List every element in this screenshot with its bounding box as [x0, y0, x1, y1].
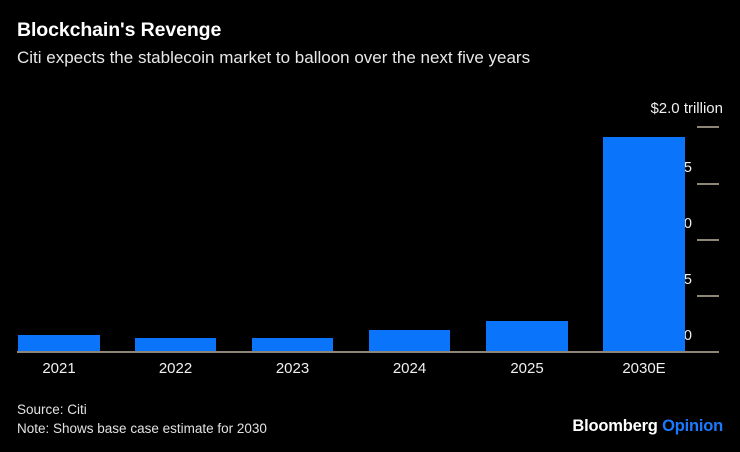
bloomberg-opinion-logo: Bloomberg Opinion [572, 417, 723, 436]
y-tick-mark-1-5 [697, 183, 719, 185]
note-text: Note: Shows base case estimate for 2030 [17, 420, 267, 436]
y-tick-mark-0-5 [697, 295, 719, 297]
y-tick-label-0: 0 [683, 328, 692, 344]
footer-notes: Source: Citi Note: Shows base case estim… [17, 401, 267, 438]
bar-2021[interactable] [18, 335, 100, 352]
bar-2023[interactable] [252, 338, 333, 352]
x-tick-label-2022: 2022 [158, 360, 193, 377]
source-text: Source: Citi [17, 402, 87, 417]
y-axis-unit-label: $2.0 trillion [650, 100, 723, 117]
logo-opinion-text: Opinion [662, 417, 723, 435]
x-tick-label-2024: 2024 [392, 360, 427, 377]
x-tick-label-2025: 2025 [510, 360, 544, 377]
bar-2030E[interactable] [603, 137, 685, 352]
logo-bloomberg-text: Bloomberg [572, 417, 663, 435]
y-tick-mark-1-0 [697, 239, 719, 241]
bar-2022[interactable] [135, 338, 216, 352]
page-title: Blockchain's Revenge [17, 19, 222, 41]
x-tick-label-2023: 2023 [275, 360, 310, 377]
y-tick-mark-2-0 [697, 126, 719, 128]
chart-subtitle: Citi expects the stablecoin market to ba… [17, 48, 531, 67]
bar-2025[interactable] [486, 321, 568, 352]
chart-header: Blockchain's Revenge Citi expects the st… [17, 18, 723, 69]
x-tick-label-2030E: 2030E [622, 360, 666, 377]
x-axis-line [17, 351, 719, 353]
bar-2024[interactable] [369, 330, 450, 352]
x-tick-label-2021: 2021 [42, 360, 76, 377]
